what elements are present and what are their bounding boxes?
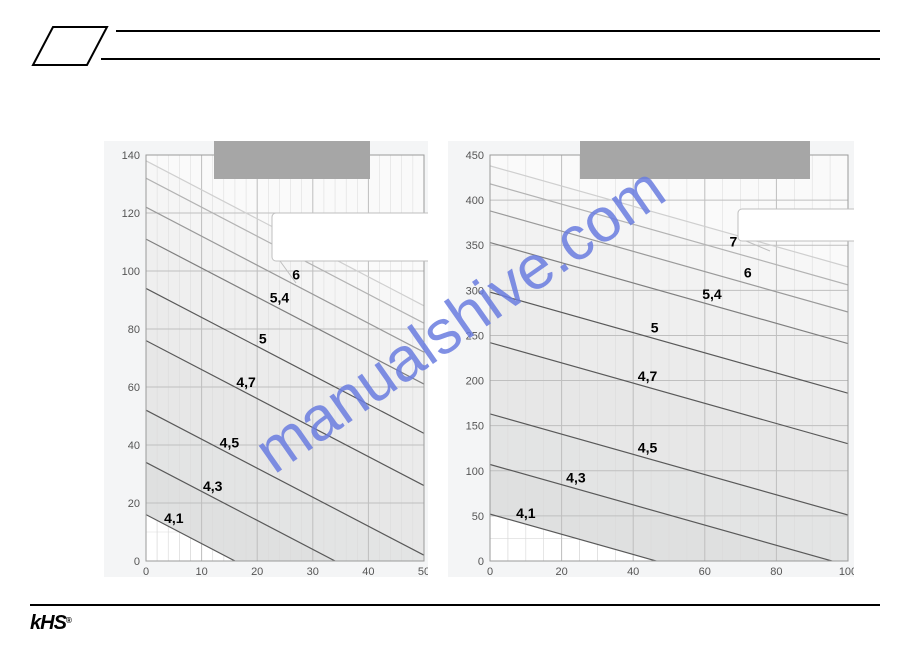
x-tick-label: 50 (418, 566, 428, 577)
x-tick-label: 40 (627, 566, 639, 577)
series-label: 4,5 (638, 439, 658, 455)
x-tick-label: 40 (362, 566, 374, 577)
chart-left: 0 10 20 30 40 50 0 20 40 60 80 100 120 140 4,1 4,3 4,5 4,… (104, 141, 428, 577)
y-tick-label: 450 (466, 150, 484, 162)
y-tick-label: 80 (128, 324, 140, 336)
x-tick-label: 30 (307, 566, 319, 577)
series-label: 4,1 (164, 510, 184, 526)
logo-hs: HS (40, 612, 66, 634)
header-bottom-rule (101, 58, 880, 60)
series-label: 4,1 (516, 505, 536, 521)
chart-svg: 0 10 20 30 40 50 0 20 40 60 80 100 120 140 4,1 4,3 4,5 4,… (104, 141, 428, 577)
chart-svg: 0 20 40 60 80 100 0 50 100 150 200 250 300 350 400 450 4… (448, 141, 854, 577)
series-label: 4,3 (566, 470, 586, 486)
x-tick-label: 100 (839, 566, 854, 577)
series-label: 5 (651, 320, 659, 336)
y-tick-label: 140 (122, 150, 140, 162)
series-label: 7 (730, 234, 738, 250)
footer-rule (30, 604, 880, 606)
y-tick-label: 100 (122, 266, 140, 278)
brand-logo: kHS® (30, 612, 71, 635)
x-tick-label: 20 (555, 566, 567, 577)
y-tick-label: 120 (122, 208, 140, 220)
header-parallelogram (0, 0, 918, 80)
x-tick-label: 10 (195, 566, 207, 577)
y-tick-label: 40 (128, 440, 140, 452)
chart-right: 0 20 40 60 80 100 0 50 100 150 200 250 300 350 400 450 4… (448, 141, 854, 577)
series-label: 5,4 (270, 290, 290, 306)
series-label: 4,3 (203, 478, 223, 494)
y-tick-label: 60 (128, 382, 140, 394)
series-label: 4,7 (638, 368, 658, 384)
header-top-rule (116, 30, 880, 32)
x-tick-label: 0 (487, 566, 493, 577)
y-tick-label: 0 (478, 556, 484, 568)
series-label: 6 (744, 265, 752, 281)
y-tick-label: 50 (472, 511, 484, 523)
y-tick-label: 200 (466, 376, 484, 388)
y-tick-label: 150 (466, 421, 484, 433)
x-tick-label: 20 (251, 566, 263, 577)
y-tick-label: 300 (466, 285, 484, 297)
y-tick-label: 400 (466, 195, 484, 207)
logo-k: k (30, 612, 40, 634)
y-tick-label: 0 (134, 556, 140, 568)
page: 010203040500204060801001201404,14,34,54,… (0, 0, 918, 655)
y-tick-label: 350 (466, 240, 484, 252)
y-tick-label: 20 (128, 498, 140, 510)
y-tick-label: 250 (466, 330, 484, 342)
series-label: 5,4 (702, 286, 722, 302)
series-label: 5 (259, 330, 267, 346)
series-label: 4,7 (236, 374, 256, 390)
x-tick-label: 0 (143, 566, 149, 577)
y-tick-label: 100 (466, 466, 484, 478)
x-tick-label: 80 (770, 566, 782, 577)
x-tick-label: 60 (699, 566, 711, 577)
logo-registered: ® (66, 616, 71, 625)
series-label: 4,5 (220, 435, 240, 451)
